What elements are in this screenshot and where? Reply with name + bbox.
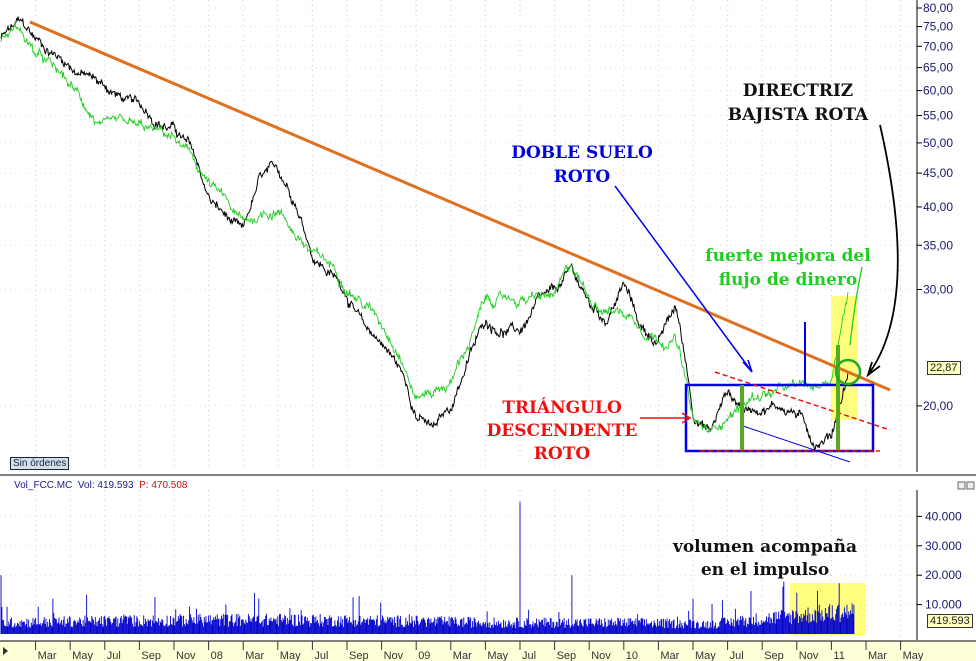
volume-p-value: P: 470.508 [139, 480, 188, 491]
x-tick-label: Sep [349, 650, 369, 661]
x-tick-label: Sep [764, 650, 784, 661]
annotation-volumen: en el impulso [701, 560, 829, 580]
x-tick-label: Nov [799, 650, 819, 661]
y-tick-label: 50,00 [923, 136, 953, 150]
last-volume-tag: 419.593 [927, 614, 973, 628]
time-axis-bar [0, 641, 976, 661]
y-tick-label: 65,00 [923, 61, 953, 75]
money-flow-line [0, 22, 849, 434]
x-tick-label: May [903, 650, 924, 661]
last-price-tag: 22,87 [927, 361, 961, 375]
volume-tick-label: 30.000 [925, 539, 962, 553]
y-tick-label: 20,00 [923, 399, 953, 413]
x-tick-label: Sep [557, 650, 577, 661]
volume-bars [0, 501, 855, 634]
annotation-directriz: BAJISTA ROTA [728, 105, 869, 125]
x-tick-label: Nov [384, 650, 404, 661]
volume-value: Vol: 419.593 [77, 480, 134, 491]
volume-series-name: Vol_FCC.MC [14, 480, 73, 491]
price-line [0, 16, 849, 452]
x-tick-label: May [487, 650, 508, 661]
annotation-directriz: DIRECTRIZ [743, 81, 853, 101]
annotation-flujo: fuerte mejora del [705, 246, 871, 266]
volume-tick-label: 40.000 [925, 509, 962, 523]
y-tick-label: 35,00 [923, 238, 953, 252]
trendline-break-arrow [866, 124, 899, 378]
x-tick-label: Mar [660, 650, 679, 661]
x-tick-label: Mar [453, 650, 472, 661]
x-tick-label: May [72, 650, 93, 661]
annotation-flujo: flujo de dinero [719, 270, 858, 290]
annotation-triangulo: TRIÁNGULO [502, 397, 622, 418]
double-bottom-arrow [614, 185, 753, 373]
x-tick-label: 10 [626, 650, 638, 661]
x-tick-label: 08 [211, 650, 223, 661]
y-tick-label: 60,00 [923, 84, 953, 98]
volume-tick-label: 10.000 [925, 598, 962, 612]
x-tick-label: May [280, 650, 301, 661]
x-tick-label: 11 [833, 650, 844, 661]
triangle-resistance [714, 371, 891, 431]
volume-tick-label: 20.000 [925, 568, 962, 582]
bearish-trendline [29, 20, 891, 392]
x-tick-label: Jul [107, 650, 121, 661]
triangle-arrow [640, 412, 692, 424]
annotation-doble: ROTO [554, 167, 611, 187]
x-tick-label: 09 [418, 650, 430, 661]
maximize-icon [966, 481, 975, 490]
annotation-volumen: volumen acompaña [672, 537, 857, 557]
annotation-triangulo: ROTO [534, 444, 591, 464]
y-tick-label: 45,00 [923, 166, 953, 180]
y-tick-label: 70,00 [923, 39, 953, 53]
scroll-left-icon [3, 647, 8, 655]
x-tick-label: Jul [522, 650, 536, 661]
lower-channel-line [739, 424, 851, 463]
x-tick-label: Nov [176, 650, 196, 661]
x-tick-label: Mar [245, 650, 264, 661]
y-tick-label: 75,00 [923, 20, 953, 34]
x-tick-label: Nov [591, 650, 611, 661]
x-tick-label: Mar [868, 650, 887, 661]
annotation-doble: DOBLE SUELO [511, 143, 653, 163]
flow-arrow [849, 266, 863, 346]
y-tick-label: 80,00 [923, 1, 953, 15]
x-tick-label: Sep [141, 650, 161, 661]
annotation-triangulo: DESCENDENTE [487, 421, 638, 441]
minimize-icon [957, 481, 966, 490]
orders-status-button[interactable]: Sin órdenes [10, 457, 70, 470]
volume-header: Vol_FCC.MC Vol: 419.593 P: 470.508 [14, 480, 187, 491]
y-tick-label: 55,00 [923, 109, 953, 123]
x-tick-label: Jul [314, 650, 328, 661]
y-tick-label: 30,00 [923, 282, 953, 296]
x-tick-label: Jul [730, 650, 744, 661]
x-tick-label: May [695, 650, 716, 661]
x-tick-label: Mar [38, 650, 57, 661]
y-tick-label: 40,00 [923, 200, 953, 214]
breakout-circle [834, 358, 862, 386]
